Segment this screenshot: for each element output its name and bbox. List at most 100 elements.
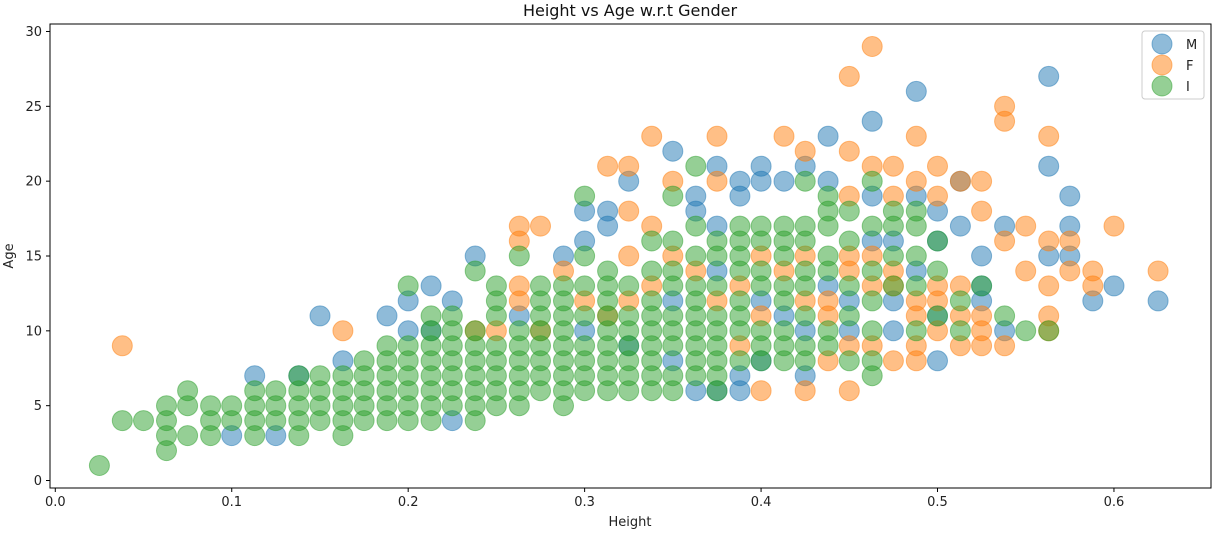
data-point-f (1015, 260, 1037, 282)
x-axis: 0.0 0.1 0.2 0.3 0.4 0.5 0.6 (45, 488, 1124, 510)
data-point-i (729, 290, 751, 312)
data-point-i (905, 275, 927, 297)
data-point-i (397, 275, 419, 297)
data-point-i (376, 335, 398, 357)
data-point-f (1038, 230, 1060, 252)
data-point-i (597, 260, 619, 282)
data-point-i (685, 155, 707, 177)
data-point-m (309, 305, 331, 327)
data-point-i (706, 275, 728, 297)
data-point-i (156, 395, 177, 417)
data-point-i (485, 335, 507, 357)
data-point-f (1059, 260, 1081, 282)
data-point-i (441, 305, 463, 327)
y-tick-label: 15 (25, 250, 42, 265)
data-point-i (994, 305, 1016, 327)
data-point-i (420, 305, 442, 327)
data-point-i (685, 245, 707, 267)
data-point-i (794, 305, 816, 327)
data-point-i (662, 365, 684, 387)
data-point-i (553, 275, 574, 297)
data-point-i (927, 230, 948, 252)
data-point-f (1082, 275, 1104, 297)
data-point-i (111, 410, 133, 432)
data-point-i (794, 170, 816, 192)
data-point-i (838, 200, 860, 222)
data-point-f (597, 155, 619, 177)
data-point-i (574, 305, 596, 327)
data-point-i (133, 410, 154, 432)
data-point-m (971, 245, 993, 267)
data-point-i (838, 230, 860, 252)
data-point-i (773, 320, 795, 342)
legend-marker-f (1151, 54, 1173, 76)
data-point-i (905, 245, 927, 267)
data-point-i (397, 335, 419, 357)
data-point-i (200, 395, 222, 417)
data-point-m (662, 140, 684, 162)
data-point-i (685, 215, 707, 237)
data-point-f (530, 215, 551, 237)
data-point-m (949, 215, 971, 237)
data-point-i (861, 320, 883, 342)
data-point-i (971, 275, 993, 297)
data-point-i (574, 185, 596, 207)
data-point-i (927, 305, 948, 327)
data-point-f (111, 335, 133, 357)
data-point-i (949, 290, 971, 312)
data-point-i (485, 275, 507, 297)
x-tick-label: 0.2 (398, 495, 419, 510)
data-point-i (794, 215, 816, 237)
data-point-i (882, 275, 904, 297)
x-tick-label: 0.3 (574, 495, 595, 510)
data-point-i (265, 380, 287, 402)
data-point-f (750, 380, 772, 402)
data-point-m (1103, 275, 1125, 297)
data-point-i (641, 290, 663, 312)
x-tick-label: 0.5 (927, 495, 948, 510)
data-point-m (1147, 290, 1169, 312)
data-point-i (927, 260, 948, 282)
data-point-i (177, 425, 199, 447)
data-point-i (773, 215, 795, 237)
data-point-i (750, 215, 772, 237)
legend: MFI (1141, 30, 1205, 100)
y-tick-label: 30 (25, 25, 42, 40)
data-point-i (838, 305, 860, 327)
data-point-i (309, 365, 331, 387)
data-point-f (838, 380, 860, 402)
data-point-m (905, 80, 927, 102)
data-point-f (882, 155, 904, 177)
data-point-i (706, 230, 728, 252)
data-point-i (1015, 320, 1037, 342)
data-point-m (1038, 65, 1060, 87)
data-point-i (574, 275, 596, 297)
data-point-i (729, 215, 751, 237)
data-point-f (618, 245, 640, 267)
data-point-f (706, 125, 728, 147)
data-point-f (971, 170, 993, 192)
data-point-f (332, 320, 354, 342)
data-point-i (508, 320, 530, 342)
y-axis-title: Age (2, 243, 17, 268)
data-point-m (882, 320, 904, 342)
data-point-i (861, 170, 883, 192)
x-tick-label: 0.1 (221, 495, 242, 510)
data-point-f (773, 125, 795, 147)
data-point-i (574, 335, 596, 357)
legend-label-f: F (1186, 59, 1193, 74)
data-point-f (1147, 260, 1169, 282)
data-point-f (794, 380, 816, 402)
data-point-f (971, 200, 993, 222)
data-point-i (662, 305, 684, 327)
data-point-m (861, 110, 883, 132)
data-point-i (618, 275, 640, 297)
data-point-i (949, 320, 971, 342)
data-point-m (376, 305, 398, 327)
data-point-f (1038, 275, 1060, 297)
data-point-i (817, 320, 839, 342)
data-point-f (508, 290, 530, 312)
data-point-i (662, 185, 684, 207)
x-axis-title: Height (609, 515, 652, 530)
data-point-m (773, 170, 795, 192)
